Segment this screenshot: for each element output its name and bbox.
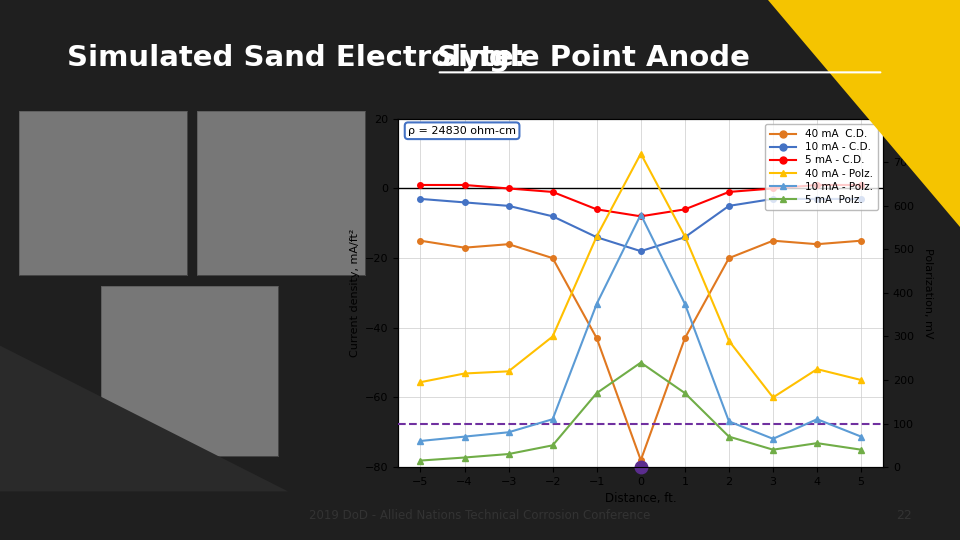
40 mA  C.D. — [767, 238, 779, 244]
Text: 2019 DoD - Allied Nations Technical Corrosion Conference: 2019 DoD - Allied Nations Technical Corr… — [309, 509, 651, 522]
5 mA  Polz. — [459, 454, 470, 461]
40 mA  C.D. — [503, 241, 515, 247]
5 mA - C.D. — [636, 213, 647, 220]
40 mA  C.D. — [547, 255, 559, 261]
5 mA  Polz. — [547, 442, 559, 449]
5 mA - C.D. — [415, 182, 426, 188]
10 mA - C.D. — [767, 195, 779, 202]
40 mA  C.D. — [679, 335, 690, 341]
5 mA  Polz. — [723, 434, 734, 440]
5 mA  Polz. — [503, 451, 515, 457]
5 mA  Polz. — [591, 390, 603, 396]
40 mA  C.D. — [591, 335, 603, 341]
10 mA - C.D. — [547, 213, 559, 220]
40 mA - Polz. — [811, 366, 823, 373]
10 mA - Polz. — [723, 418, 734, 424]
5 mA - C.D. — [547, 188, 559, 195]
Text: Simulated Sand Electrolyte:: Simulated Sand Electrolyte: — [67, 44, 536, 72]
40 mA - Polz. — [636, 150, 647, 157]
40 mA  C.D. — [415, 238, 426, 244]
10 mA - Polz. — [679, 301, 690, 307]
40 mA  C.D. — [636, 457, 647, 463]
X-axis label: Distance, ft.: Distance, ft. — [605, 492, 677, 505]
40 mA  C.D. — [459, 245, 470, 251]
40 mA - Polz. — [503, 368, 515, 375]
10 mA - Polz. — [636, 211, 647, 218]
40 mA  C.D. — [855, 238, 867, 244]
10 mA - C.D. — [503, 202, 515, 209]
10 mA - C.D. — [415, 195, 426, 202]
40 mA - Polz. — [855, 377, 867, 383]
10 mA - Polz. — [415, 438, 426, 444]
10 mA - C.D. — [855, 195, 867, 202]
5 mA  Polz. — [679, 390, 690, 396]
Text: 22: 22 — [897, 509, 912, 522]
40 mA - Polz. — [679, 233, 690, 240]
40 mA - Polz. — [459, 370, 470, 377]
40 mA - Polz. — [415, 379, 426, 386]
5 mA  Polz. — [811, 440, 823, 447]
10 mA - C.D. — [723, 202, 734, 209]
5 mA  Polz. — [636, 360, 647, 366]
Line: 5 mA - C.D.: 5 mA - C.D. — [418, 182, 864, 219]
5 mA - C.D. — [855, 182, 867, 188]
10 mA - Polz. — [503, 429, 515, 435]
10 mA - C.D. — [636, 248, 647, 254]
10 mA - C.D. — [459, 199, 470, 206]
5 mA - C.D. — [811, 182, 823, 188]
10 mA - Polz. — [767, 436, 779, 442]
5 mA  Polz. — [415, 457, 426, 464]
5 mA - C.D. — [459, 182, 470, 188]
Line: 40 mA  C.D.: 40 mA C.D. — [418, 238, 864, 463]
5 mA - C.D. — [679, 206, 690, 213]
5 mA - C.D. — [767, 185, 779, 192]
5 mA  Polz. — [855, 447, 867, 453]
10 mA - C.D. — [679, 234, 690, 240]
10 mA - Polz. — [855, 434, 867, 440]
10 mA - Polz. — [459, 434, 470, 440]
Line: 5 mA  Polz.: 5 mA Polz. — [418, 360, 864, 463]
Text: Single Point Anode: Single Point Anode — [437, 44, 750, 72]
10 mA - C.D. — [811, 195, 823, 202]
Line: 40 mA - Polz.: 40 mA - Polz. — [418, 151, 864, 400]
5 mA - C.D. — [591, 206, 603, 213]
10 mA - C.D. — [591, 234, 603, 240]
Line: 10 mA - Polz.: 10 mA - Polz. — [418, 212, 864, 444]
5 mA  Polz. — [767, 447, 779, 453]
40 mA  C.D. — [723, 255, 734, 261]
40 mA - Polz. — [767, 394, 779, 401]
40 mA  C.D. — [811, 241, 823, 247]
5 mA - C.D. — [723, 188, 734, 195]
5 mA - C.D. — [503, 185, 515, 192]
Y-axis label: Current density, mA/ft²: Current density, mA/ft² — [349, 229, 360, 357]
10 mA - Polz. — [811, 416, 823, 422]
Legend: 40 mA  C.D., 10 mA - C.D., 5 mA - C.D., 40 mA - Polz., 10 mA - Polz., 5 mA  Polz: 40 mA C.D., 10 mA - C.D., 5 mA - C.D., 4… — [765, 124, 878, 210]
Line: 10 mA - C.D.: 10 mA - C.D. — [418, 196, 864, 254]
Text: ρ = 24830 ohm-cm: ρ = 24830 ohm-cm — [408, 126, 516, 136]
40 mA - Polz. — [547, 333, 559, 340]
Y-axis label: Polarization, mV: Polarization, mV — [924, 248, 933, 338]
10 mA - Polz. — [591, 301, 603, 307]
10 mA - Polz. — [547, 416, 559, 422]
40 mA - Polz. — [723, 338, 734, 344]
40 mA - Polz. — [591, 233, 603, 240]
